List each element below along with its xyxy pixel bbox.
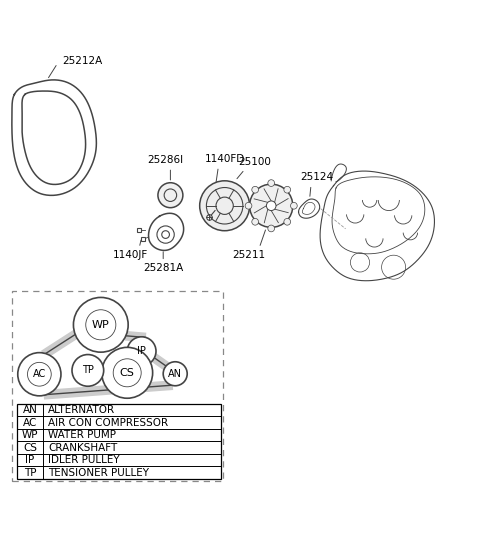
Text: WP: WP bbox=[92, 320, 109, 330]
Text: AIR CON COMPRESSOR: AIR CON COMPRESSOR bbox=[48, 418, 168, 428]
Text: AN: AN bbox=[23, 405, 37, 415]
Text: 25212A: 25212A bbox=[62, 56, 103, 66]
Circle shape bbox=[290, 202, 297, 209]
Circle shape bbox=[200, 181, 250, 231]
Text: IP: IP bbox=[137, 346, 146, 356]
Circle shape bbox=[245, 202, 252, 209]
Text: 25100: 25100 bbox=[238, 157, 271, 168]
Circle shape bbox=[284, 219, 290, 225]
Circle shape bbox=[18, 353, 61, 396]
Text: 1140FD: 1140FD bbox=[204, 154, 245, 164]
Circle shape bbox=[268, 180, 275, 187]
Text: 25286I: 25286I bbox=[147, 156, 184, 165]
Text: 25124: 25124 bbox=[300, 172, 334, 182]
Circle shape bbox=[158, 183, 183, 208]
Text: AC: AC bbox=[33, 369, 46, 379]
Text: TENSIONER PULLEY: TENSIONER PULLEY bbox=[48, 468, 149, 478]
Circle shape bbox=[252, 187, 259, 193]
Circle shape bbox=[127, 337, 156, 366]
Circle shape bbox=[73, 298, 128, 352]
Text: IDLER PULLEY: IDLER PULLEY bbox=[48, 455, 120, 465]
Text: CRANKSHAFT: CRANKSHAFT bbox=[48, 443, 117, 453]
Text: TP: TP bbox=[24, 468, 36, 478]
Text: 25281A: 25281A bbox=[143, 263, 183, 273]
Circle shape bbox=[250, 184, 293, 227]
Text: CS: CS bbox=[23, 443, 37, 453]
Text: TP: TP bbox=[82, 366, 94, 375]
Text: IP: IP bbox=[25, 455, 35, 465]
Circle shape bbox=[163, 362, 187, 386]
Text: ALTERNATOR: ALTERNATOR bbox=[48, 405, 115, 415]
Circle shape bbox=[268, 225, 275, 232]
Text: CS: CS bbox=[120, 368, 134, 378]
Text: AC: AC bbox=[23, 418, 37, 428]
Text: 1140JF: 1140JF bbox=[113, 250, 148, 261]
Text: 25211: 25211 bbox=[232, 250, 265, 261]
Text: WATER PUMP: WATER PUMP bbox=[48, 430, 116, 440]
Circle shape bbox=[252, 219, 259, 225]
Circle shape bbox=[72, 355, 104, 386]
Text: WP: WP bbox=[22, 430, 38, 440]
Circle shape bbox=[102, 348, 153, 398]
Text: AN: AN bbox=[168, 369, 182, 379]
Circle shape bbox=[266, 201, 276, 211]
Circle shape bbox=[284, 187, 290, 193]
